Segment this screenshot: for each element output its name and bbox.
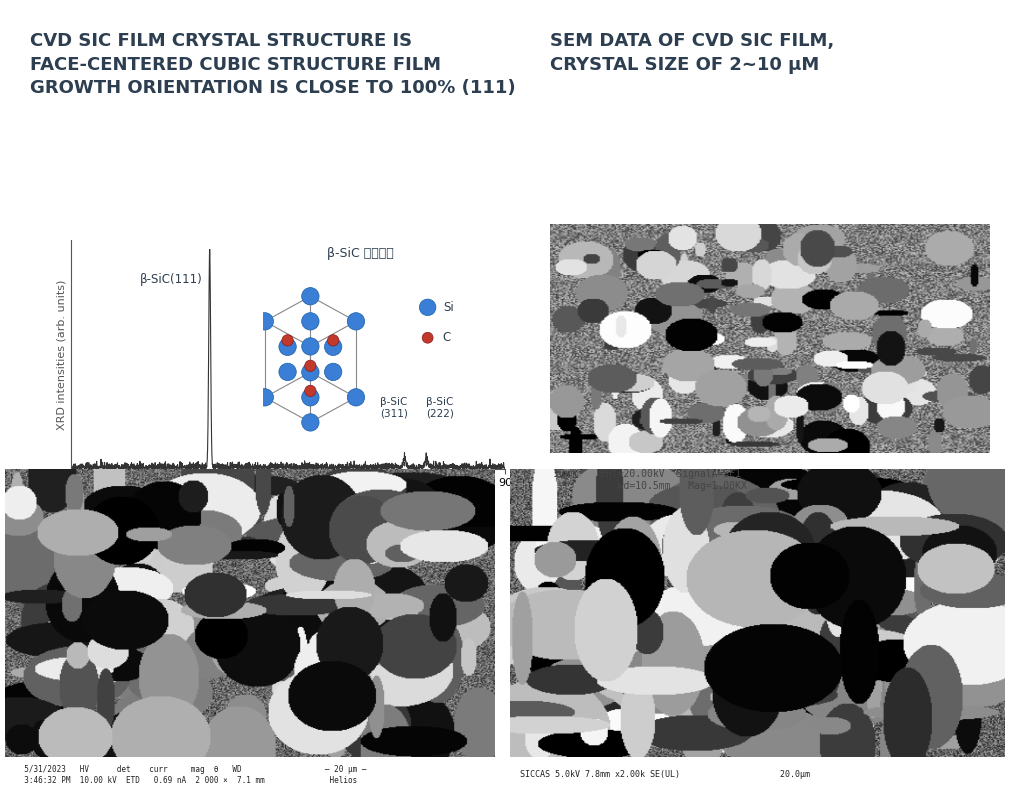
Circle shape <box>347 312 365 330</box>
Circle shape <box>302 338 319 355</box>
Text: Si: Si <box>442 301 453 314</box>
Circle shape <box>347 388 365 406</box>
Text: 10μm    EHT=20.00kV  SignalA=SE1: 10μm EHT=20.00kV SignalA=SE1 <box>553 469 741 478</box>
Text: wd=10.5mm   Mag=1.00KX: wd=10.5mm Mag=1.00KX <box>553 481 747 490</box>
Text: CVD SIC FILM CRYSTAL STRUCTURE IS
FACE-CENTERED CUBIC STRUCTURE FILM
GROWTH ORIE: CVD SIC FILM CRYSTAL STRUCTURE IS FACE-C… <box>30 32 516 97</box>
Circle shape <box>282 335 293 346</box>
Circle shape <box>305 385 316 396</box>
Circle shape <box>422 332 433 343</box>
Circle shape <box>302 288 319 305</box>
Y-axis label: XRD intensities (arb. units): XRD intensities (arb. units) <box>57 280 67 429</box>
Circle shape <box>324 338 341 356</box>
Circle shape <box>327 335 338 346</box>
Text: SEM DATA OF CVD SIC FILM,
CRYSTAL SIZE OF 2~10 μM: SEM DATA OF CVD SIC FILM, CRYSTAL SIZE O… <box>550 32 834 74</box>
Text: β-SiC(111): β-SiC(111) <box>140 273 203 286</box>
Circle shape <box>302 364 319 381</box>
Text: β-SiC
(311): β-SiC (311) <box>380 396 408 418</box>
Circle shape <box>279 338 296 356</box>
X-axis label: 2 Theta (deg): 2 Theta (deg) <box>245 494 330 507</box>
Circle shape <box>302 312 319 330</box>
Circle shape <box>257 388 274 406</box>
Text: β-SiC
(222): β-SiC (222) <box>426 396 453 418</box>
Circle shape <box>302 414 319 431</box>
Text: β-SiC 晶体结构: β-SiC 晶体结构 <box>327 247 394 260</box>
Text: 5/31/2023   HV      det    curr     mag  θ   WD                  — 20 μm —
  3:4: 5/31/2023 HV det curr mag θ WD — 20 μm —… <box>15 765 367 785</box>
Circle shape <box>257 312 274 330</box>
Circle shape <box>279 363 296 380</box>
Circle shape <box>302 388 319 406</box>
Text: C: C <box>442 332 451 344</box>
Text: SICCAS 5.0kV 7.8mm x2.00k SE(UL)                    20.0μm: SICCAS 5.0kV 7.8mm x2.00k SE(UL) 20.0μm <box>520 771 810 779</box>
Circle shape <box>305 360 316 372</box>
Circle shape <box>324 363 341 380</box>
Circle shape <box>419 299 436 316</box>
